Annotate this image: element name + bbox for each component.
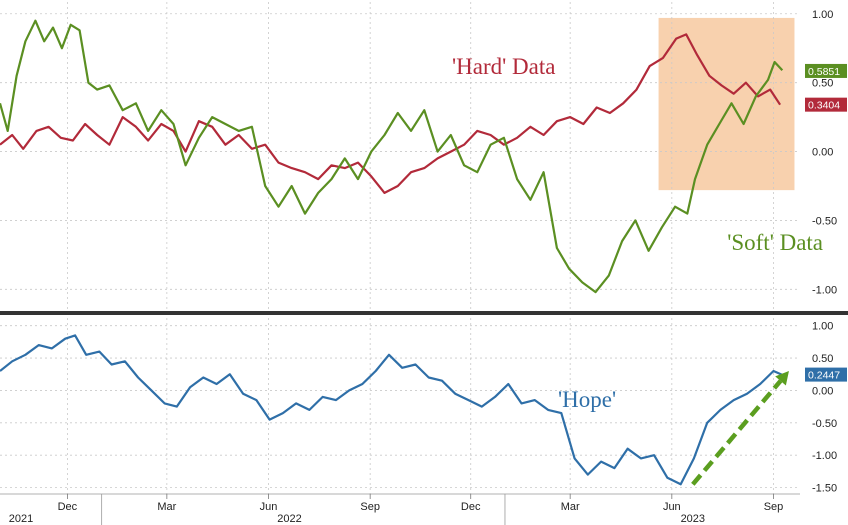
year-label: 2021 (9, 513, 33, 525)
y-tick-label: -0.50 (812, 418, 837, 430)
y-tick-label: 0.00 (812, 385, 833, 397)
y-tick-label: 1.00 (812, 321, 833, 333)
year-label: 2022 (277, 513, 301, 525)
y-tick-label: -1.50 (812, 483, 837, 495)
y-tick-label: 0.00 (812, 147, 833, 159)
x-tick-label: Sep (360, 501, 380, 513)
x-tick-label: Dec (58, 501, 78, 513)
last-value-label: 0.2447 (808, 370, 840, 382)
y-tick-label: -1.00 (812, 450, 837, 462)
x-tick-label: Dec (461, 501, 481, 513)
series-line (0, 19, 784, 294)
year-label: 2023 (681, 513, 705, 525)
series-line (0, 33, 782, 194)
last-value-tag (805, 97, 847, 112)
last-value-tag (805, 63, 847, 78)
trend-arrow-line (691, 379, 783, 486)
y-tick-label: -1.00 (812, 284, 837, 296)
x-tick-label: Mar (561, 501, 580, 513)
highlight-box (658, 17, 795, 191)
bottom-panel: 1.00 0.50 0.00 -0.50 -1.00 -1.50 0.2447 'Hope' (0, 318, 847, 495)
y-tick-label: 0.50 (812, 78, 833, 90)
top-panel: 1.00 0.50 0.00 -0.50 -1.00 0.3404 0.5851 'Hard'… (0, 2, 847, 310)
last-value-tag (805, 367, 847, 382)
y-tick-label: -0.50 (812, 215, 837, 227)
y-tick-label: 0.50 (812, 353, 833, 365)
x-axis: Dec Mar Jun Sep Dec Mar Jun Sep 2021 2022 2023 (0, 493, 800, 525)
trend-arrow-head (775, 371, 789, 386)
y-tick-label: 1.00 (812, 9, 833, 21)
series-line (0, 334, 783, 486)
panel-separator (0, 311, 848, 315)
x-tick-label: Sep (764, 501, 784, 513)
series-annotation: 'Hard' Data (452, 54, 555, 79)
x-tick-label: Jun (260, 501, 278, 513)
x-tick-label: Mar (157, 501, 176, 513)
last-value-label: 0.3404 (808, 100, 840, 112)
series-annotation: 'Soft' Data (727, 230, 823, 255)
last-value-label: 0.5851 (808, 66, 840, 78)
series-annotation: 'Hope' (558, 387, 616, 412)
x-tick-label: Jun (663, 501, 681, 513)
